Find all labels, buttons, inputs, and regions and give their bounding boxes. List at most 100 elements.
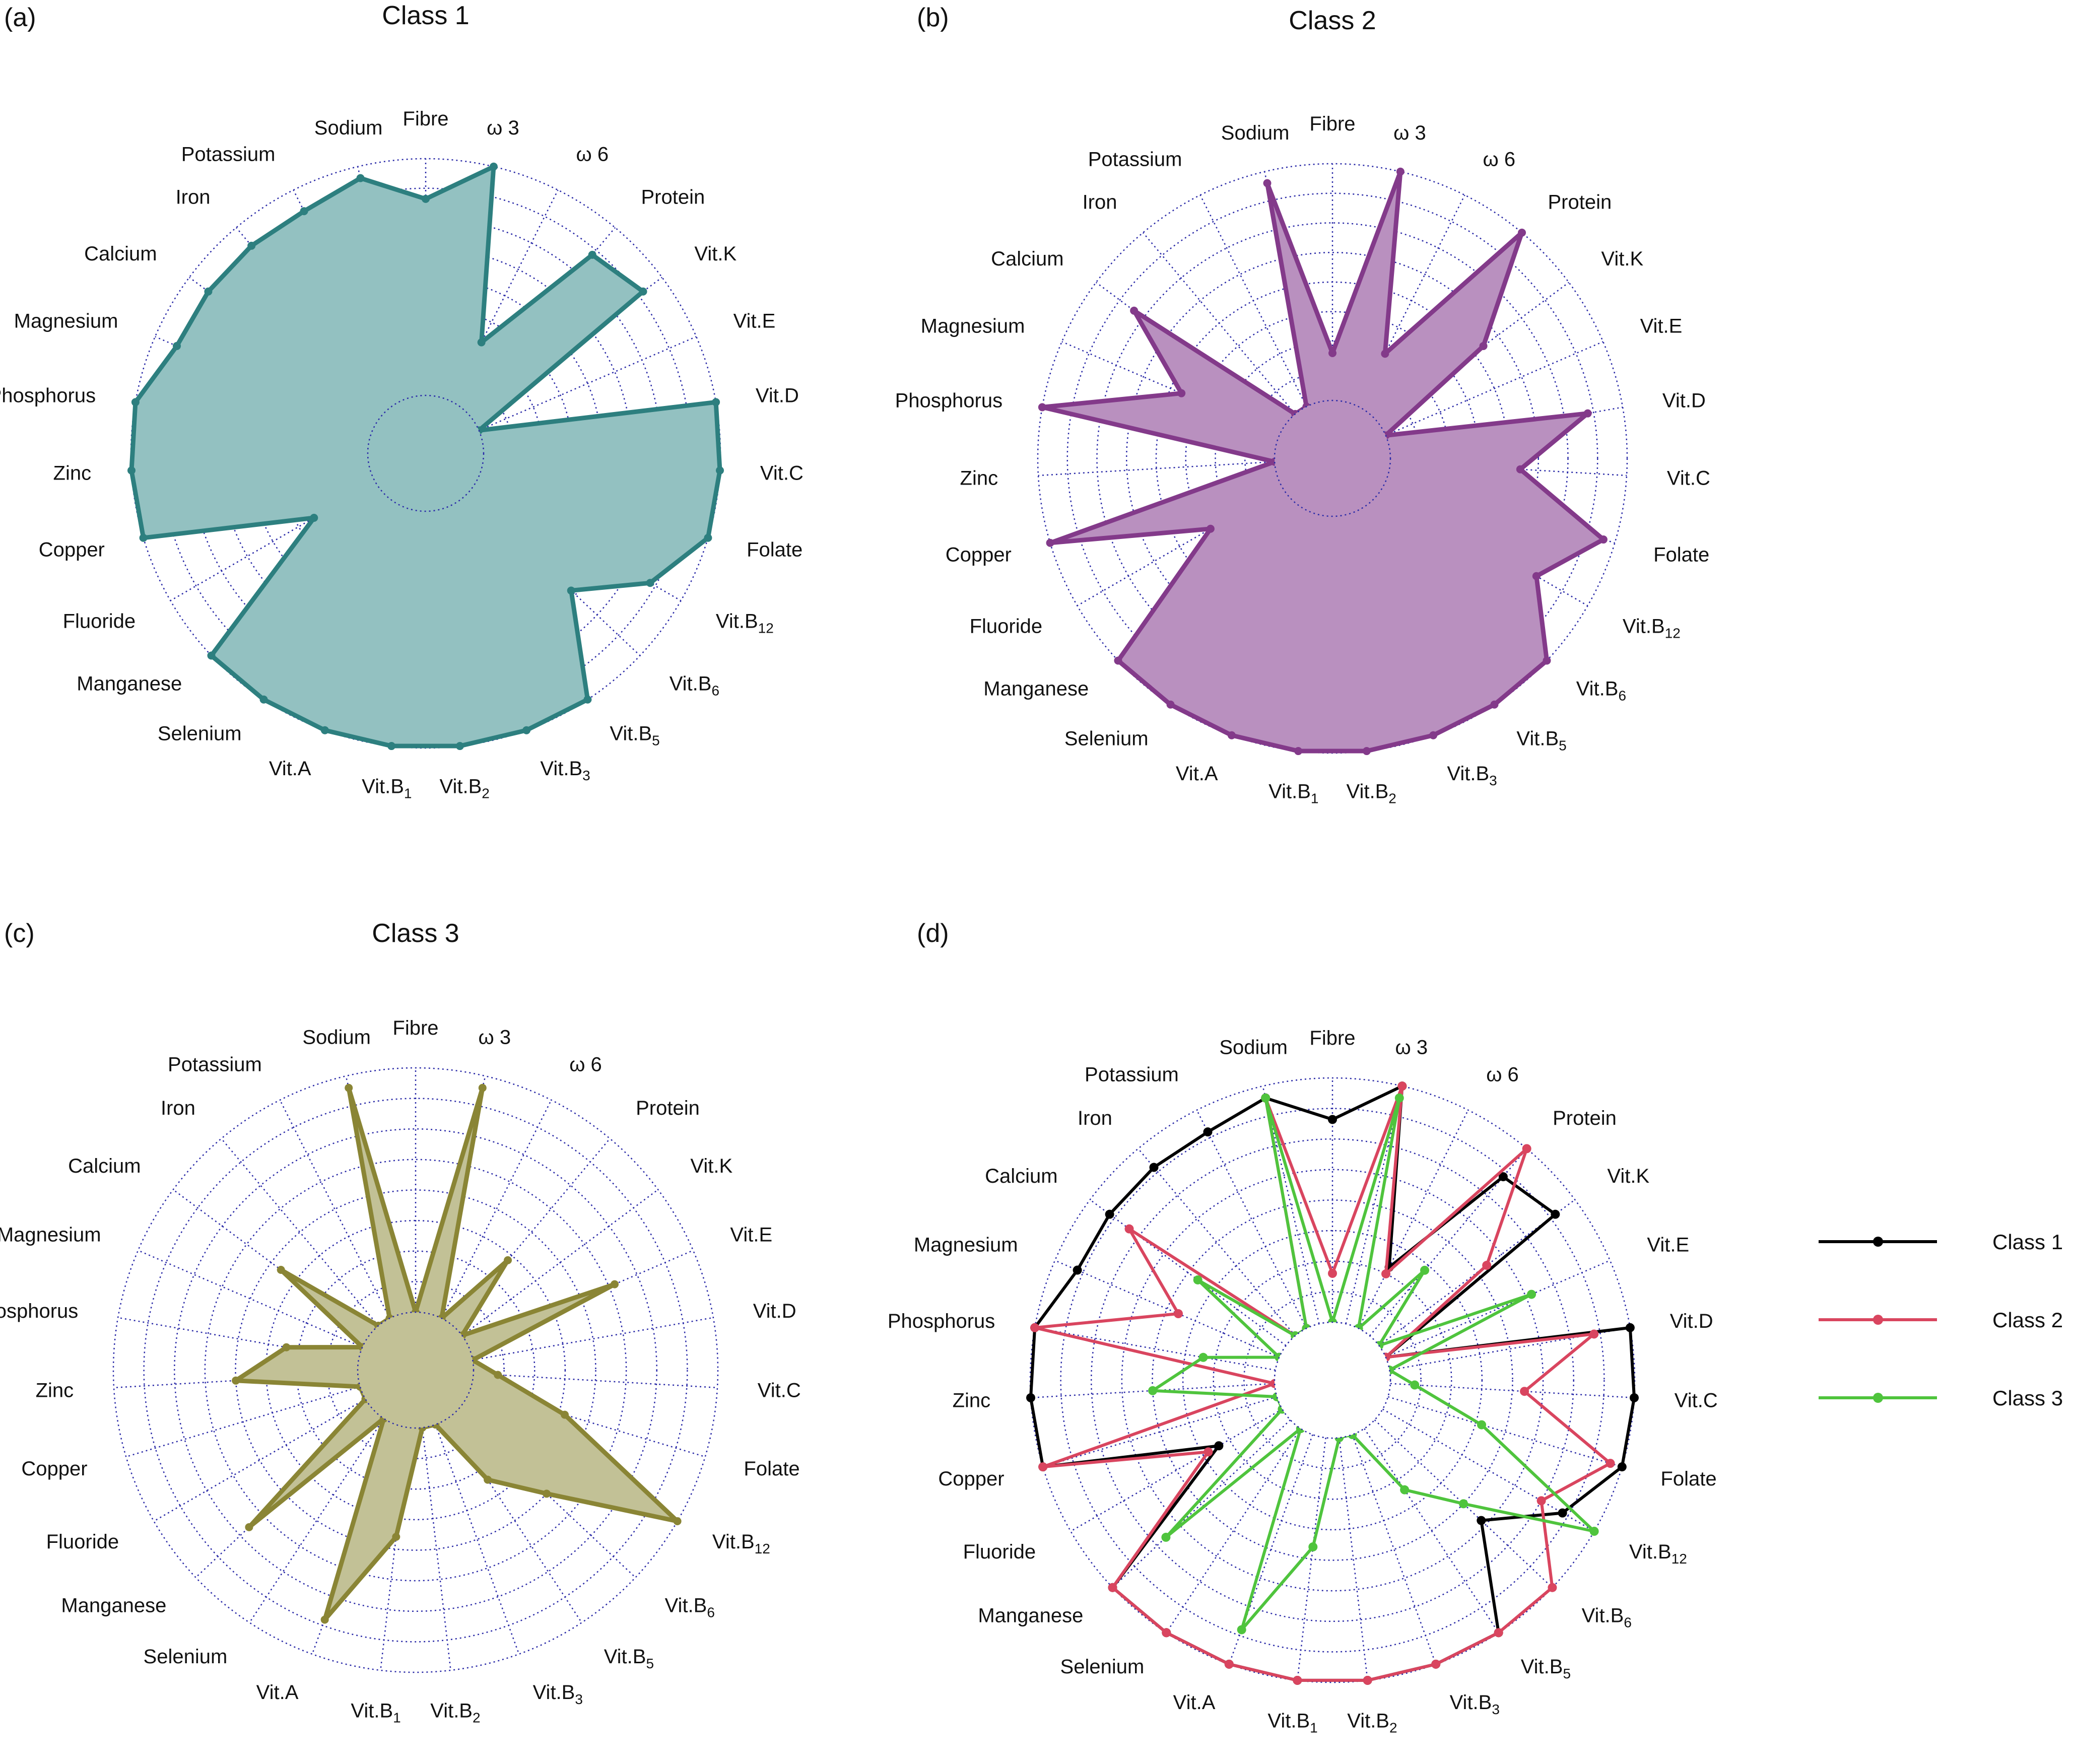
data-point-phosphorus	[282, 1343, 291, 1351]
grid-spoke	[1038, 461, 1275, 477]
axis-label-vit-c: Vit.C	[758, 1380, 801, 1402]
data-point-protein	[504, 1256, 512, 1264]
panel-d: (d)	[917, 919, 949, 948]
grid-ring	[1066, 192, 1598, 724]
axis-label-sodium: Sodium	[1219, 1036, 1288, 1058]
axis-label-copper: Copper	[946, 544, 1012, 566]
data-point-vit-b5	[1400, 1485, 1410, 1495]
data-point-vit-c	[716, 466, 724, 475]
axis-label-selenium: Selenium	[158, 723, 242, 745]
panel-title-c: Class 3	[372, 919, 459, 948]
radar-c: Fibre ω 3 ω 6 Protein Vit.K Vit.E Vit.D Vit.C Fo…	[0, 1017, 801, 1725]
grid-ring	[174, 1128, 657, 1612]
data-point-vit-b1	[1293, 1675, 1302, 1685]
grid-ring	[1152, 1199, 1513, 1561]
grid-ring	[1213, 1260, 1452, 1500]
data-point-vit-c	[1629, 1393, 1639, 1402]
axis-label-vit-b3: Vit.B3	[533, 1681, 583, 1707]
grid-spoke	[1385, 341, 1603, 436]
data-point-zinc	[232, 1376, 240, 1385]
axis-label-protein: Protein	[636, 1097, 700, 1119]
data-point-vit-k	[1479, 342, 1488, 350]
axis-label-fluoride: Fluoride	[970, 616, 1043, 638]
chart-legend: Class 1 Class 2 Class 3	[1819, 1230, 2063, 1410]
data-point-calcium	[1124, 1224, 1134, 1234]
panel-tag-d: (d)	[917, 919, 949, 948]
axis-label-vit-d: Vit.D	[1662, 390, 1706, 412]
axis-label-vit-b6: Vit.B6	[1576, 677, 1626, 703]
axis-labels: Fibre ω 3 ω 6 Protein Vit.K Vit.E Vit.D Vit.C Fo…	[0, 1017, 801, 1725]
axis-label-fibre: Fibre	[392, 1017, 438, 1039]
data-point-potassium	[1203, 1127, 1213, 1137]
legend-label: Class 2	[1992, 1308, 2063, 1332]
axis-label-phosphorus: Phosphorus	[0, 1300, 78, 1322]
axis-label-vit-c: Vit.C	[1675, 1390, 1718, 1412]
axis-label-3: ω 3	[1395, 1036, 1428, 1058]
grid-spoke	[479, 336, 697, 431]
data-point-vit-d	[1589, 1329, 1599, 1339]
data-point-fluoride	[310, 514, 318, 522]
centre-disc	[367, 394, 485, 512]
data-point-vit-c	[1516, 465, 1524, 473]
axis-label-6: ω 6	[576, 144, 609, 166]
axis-label-phosphorus: Phosphorus	[0, 385, 96, 407]
data-point-vit-k	[1551, 1209, 1560, 1219]
panel-title-a: Class 1	[382, 1, 469, 30]
grid-spoke	[451, 189, 559, 402]
data-point-vit-b1	[1308, 1542, 1318, 1551]
axis-label-potassium: Potassium	[1085, 1063, 1179, 1085]
axis-label-vit-a: Vit.A	[1173, 1691, 1216, 1714]
axis-label-vit-c: Vit.C	[1667, 467, 1710, 490]
grid-ring	[296, 1250, 536, 1490]
grid-ring	[143, 1098, 688, 1643]
axis-label-vit-b2: Vit.B2	[1347, 1710, 1397, 1735]
data-point-sodium	[356, 174, 365, 182]
data-point-folate	[1606, 1459, 1615, 1468]
axis-label-folate: Folate	[1660, 1468, 1716, 1490]
axis-label-selenium: Selenium	[1060, 1656, 1145, 1678]
data-point-3	[489, 162, 498, 171]
panel-c: (c) Class 3	[4, 919, 459, 948]
data-point-fluoride	[1214, 1441, 1224, 1451]
data-point-zinc	[1026, 1393, 1036, 1402]
axis-label-vit-a: Vit.A	[1176, 763, 1218, 785]
data-point-vit-a	[320, 726, 329, 734]
axis-label-vit-a: Vit.A	[269, 758, 311, 780]
data-point-vit-c	[1410, 1380, 1420, 1390]
axis-label-iron: Iron	[1078, 1107, 1112, 1129]
data-point-magnesium	[1174, 1309, 1183, 1319]
axis-label-zinc: Zinc	[53, 462, 92, 485]
data-point-fluoride	[1206, 524, 1215, 533]
radar-grid	[112, 1067, 719, 1673]
centre-disc	[1274, 399, 1391, 517]
data-point-vit-k	[639, 287, 647, 296]
axis-label-vit-b6: Vit.B6	[665, 1595, 715, 1620]
axis-label-vit-b1: Vit.B1	[351, 1700, 400, 1725]
axis-label-vit-b5: Vit.B5	[1521, 1656, 1571, 1681]
data-point-folate	[1477, 1420, 1487, 1430]
axis-label-vit-b3: Vit.B3	[1450, 1691, 1500, 1717]
data-point-vit-d	[1583, 409, 1592, 418]
panel-tag-b: (b)	[917, 3, 949, 32]
axis-label-potassium: Potassium	[181, 144, 276, 166]
legend-item-class-2: Class 2	[1819, 1308, 2063, 1332]
data-point-vit-b12	[673, 1517, 682, 1525]
axis-label-selenium: Selenium	[144, 1646, 228, 1668]
data-point-magnesium	[172, 342, 181, 350]
axis-label-6: ω 6	[1483, 149, 1516, 171]
data-point-magnesium	[1073, 1265, 1082, 1275]
data-point-sodium	[1261, 1093, 1270, 1103]
data-point-vit-b6	[543, 1489, 551, 1498]
data-point-magnesium	[1177, 389, 1186, 397]
data-point-vit-b6	[567, 586, 575, 595]
axis-label-copper: Copper	[938, 1468, 1004, 1490]
grid-spoke	[1077, 487, 1283, 606]
axis-label-vit-e: Vit.E	[1647, 1234, 1689, 1256]
data-point-vit-a	[1227, 731, 1236, 739]
data-point-3	[1397, 1081, 1407, 1091]
data-point-6	[1381, 350, 1389, 358]
axis-label-vit-b5: Vit.B5	[610, 723, 659, 749]
data-point-fluoride	[1203, 1447, 1213, 1457]
axis-label-iron: Iron	[161, 1097, 195, 1119]
axis-label-copper: Copper	[39, 539, 105, 561]
